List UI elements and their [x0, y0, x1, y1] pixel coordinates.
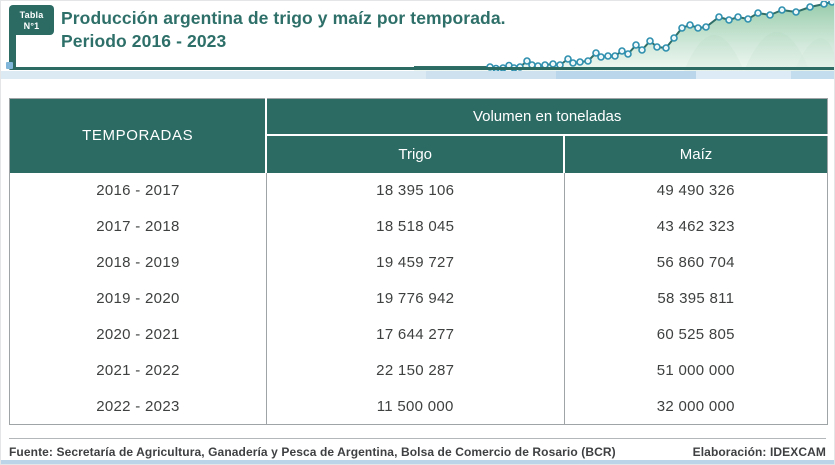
blue-strip-segment [791, 71, 834, 79]
table-number-badge: Tabla N°1 [9, 5, 54, 35]
cell-trigo: 17 644 277 [266, 316, 565, 353]
cell-maiz: 56 860 704 [564, 244, 828, 281]
column-header-temporadas: TEMPORADAS [9, 98, 268, 173]
blue-strip-segment [426, 71, 556, 79]
table-row: 2021 - 2022 22 150 287 51 000 000 [9, 352, 828, 389]
header-band: Tabla N°1 Producción argentina de trigo … [1, 1, 834, 71]
decorative-blue-strip [1, 71, 834, 79]
decorative-area-chart-icon [414, 1, 834, 71]
elaboration-text: Elaboración: IDEXCAM [692, 445, 826, 459]
cell-maiz: 60 525 805 [564, 316, 828, 353]
table-row: 2018 - 2019 19 459 727 56 860 704 [9, 244, 828, 281]
table-row: 2020 - 2021 17 644 277 60 525 805 [9, 316, 828, 353]
title-line-2: Periodo 2016 - 2023 [61, 30, 227, 51]
cell-temporada: 2019 - 2020 [9, 280, 267, 317]
table-row: 2016 - 2017 18 395 106 49 490 326 [9, 172, 828, 209]
cell-maiz: 49 490 326 [564, 172, 828, 209]
blue-strip-segment [696, 71, 791, 79]
cell-maiz: 58 395 811 [564, 280, 828, 317]
column-header-maiz: Maíz [564, 134, 828, 173]
column-header-trigo: Trigo [266, 134, 566, 173]
badge-corner-dot [6, 62, 13, 69]
table-row: 2022 - 2023 11 500 000 32 000 000 [9, 388, 828, 425]
cell-trigo: 19 459 727 [266, 244, 565, 281]
header-baseline [9, 67, 834, 70]
production-table: TEMPORADAS Volumen en toneladas Trigo Ma… [9, 98, 828, 425]
cell-maiz: 43 462 323 [564, 208, 828, 245]
cell-maiz: 32 000 000 [564, 388, 828, 425]
cell-trigo: 18 395 106 [266, 172, 565, 209]
cell-temporada: 2016 - 2017 [9, 172, 267, 209]
blue-strip-segment [556, 71, 696, 79]
badge-line2: N°1 [23, 20, 40, 31]
cell-trigo: 19 776 942 [266, 280, 565, 317]
table-header: TEMPORADAS Volumen en toneladas Trigo Ma… [9, 98, 828, 173]
source-text: Fuente: Secretaría de Agricultura, Ganad… [9, 445, 616, 459]
column-group-header-volumen: Volumen en toneladas [266, 98, 828, 136]
badge-vertical-bar [9, 21, 16, 69]
cell-temporada: 2018 - 2019 [9, 244, 267, 281]
cell-temporada: 2020 - 2021 [9, 316, 267, 353]
bottom-accent-bar [1, 460, 834, 464]
cell-trigo: 11 500 000 [266, 388, 565, 425]
cell-trigo: 22 150 287 [266, 352, 565, 389]
page-title: Producción argentina de trigo y maíz por… [61, 7, 506, 53]
cell-temporada: 2022 - 2023 [9, 388, 267, 425]
cell-temporada: 2017 - 2018 [9, 208, 267, 245]
table-row: 2019 - 2020 19 776 942 58 395 811 [9, 280, 828, 317]
cell-maiz: 51 000 000 [564, 352, 828, 389]
table-row: 2017 - 2018 18 518 045 43 462 323 [9, 208, 828, 245]
badge-line1: Tabla [19, 10, 44, 20]
title-line-1: Producción argentina de trigo y maíz por… [61, 8, 506, 28]
footer: Fuente: Secretaría de Agricultura, Ganad… [9, 438, 826, 459]
cell-temporada: 2021 - 2022 [9, 352, 267, 389]
cell-trigo: 18 518 045 [266, 208, 565, 245]
